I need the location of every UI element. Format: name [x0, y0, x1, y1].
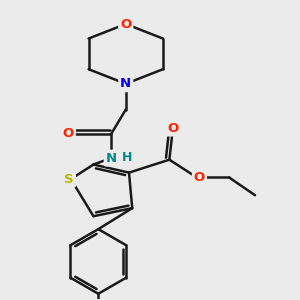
Text: S: S	[64, 172, 74, 186]
Text: O: O	[167, 122, 178, 134]
Text: O: O	[120, 17, 131, 31]
Text: N: N	[106, 152, 117, 165]
Text: O: O	[194, 171, 205, 184]
Text: N: N	[120, 77, 131, 90]
Text: O: O	[63, 127, 74, 140]
Text: H: H	[122, 151, 132, 164]
